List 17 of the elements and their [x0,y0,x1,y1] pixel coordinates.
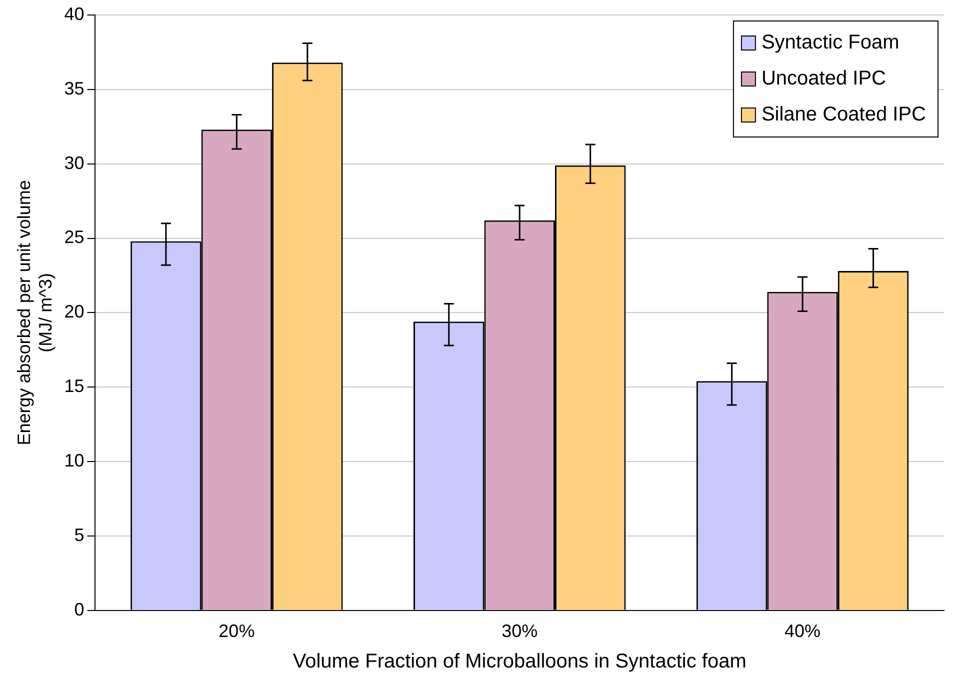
y-tick-label: 0 [74,599,84,620]
y-tick-label: 40 [64,4,84,24]
y-tick-label: 10 [64,450,84,471]
x-tick-label: 20% [218,621,255,642]
x-axis-title: Volume Fraction of Microballoons in Syntactic foam [292,650,746,673]
y-tick-label: 20 [64,302,84,322]
x-tick-label: 30% [502,621,538,642]
y-tick-label: 35 [64,78,84,98]
y-tick-label: 5 [74,524,84,545]
y-tick-label: 30 [64,152,84,173]
legend-label: Uncoated IPC [761,68,886,90]
legend-label: Silane Coated IPC [761,104,926,126]
y-axis-title: Energy absorbed per unit volume (MJ/ m^3) [14,180,56,446]
x-tick-label: 40% [784,621,821,642]
legend-label: Syntactic Foam [761,32,900,54]
y-tick-label: 15 [64,376,84,396]
y-tick-label: 25 [64,227,84,248]
